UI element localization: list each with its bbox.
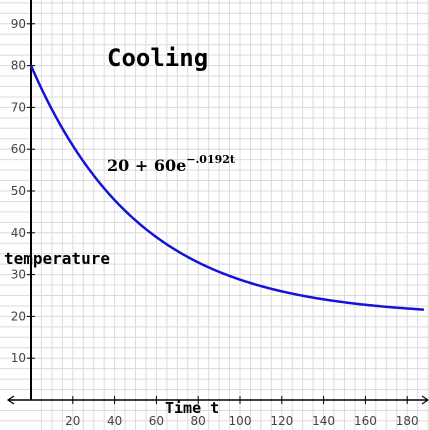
y-tick-labels: 10 20 30 40 50 60 70 80 90: [11, 17, 35, 365]
x-tick-label: 180: [396, 414, 419, 428]
x-tick-label: 40: [107, 414, 122, 428]
x-tick-label: 100: [229, 414, 252, 428]
y-tick-label: 50: [11, 184, 26, 198]
y-tick-label: 10: [11, 351, 26, 365]
y-tick-label: 40: [11, 226, 26, 240]
y-tick-label: 90: [11, 17, 26, 31]
y-tick-label: 20: [11, 309, 26, 323]
x-tick-label: 80: [191, 414, 206, 428]
x-tick-label: 160: [354, 414, 377, 428]
equation-base: 20 + 60e: [107, 156, 186, 175]
x-tick-labels: 20 40 60 80 100 120 140 160 180: [65, 396, 419, 428]
y-tick-label: 80: [11, 59, 26, 73]
x-axis-arrow-right: [421, 395, 429, 405]
x-axis-arrow-left: [6, 395, 15, 405]
y-axis-label: temperature: [4, 249, 110, 268]
x-axis-label: Time t: [165, 399, 219, 417]
x-tick-label: 120: [270, 414, 293, 428]
chart-title: Cooling: [107, 44, 208, 72]
x-tick-label: 140: [312, 414, 335, 428]
x-tick-label: 60: [149, 414, 164, 428]
series-line-cooling-curve: [29, 65, 424, 311]
equation-annotation: 20 + 60e−.0192t: [107, 153, 236, 175]
equation-exponent: −.0192t: [186, 153, 236, 166]
x-tick-label: 20: [65, 414, 80, 428]
y-tick-label: 30: [11, 268, 26, 282]
y-tick-label: 60: [11, 142, 26, 156]
y-tick-label: 70: [11, 100, 26, 114]
